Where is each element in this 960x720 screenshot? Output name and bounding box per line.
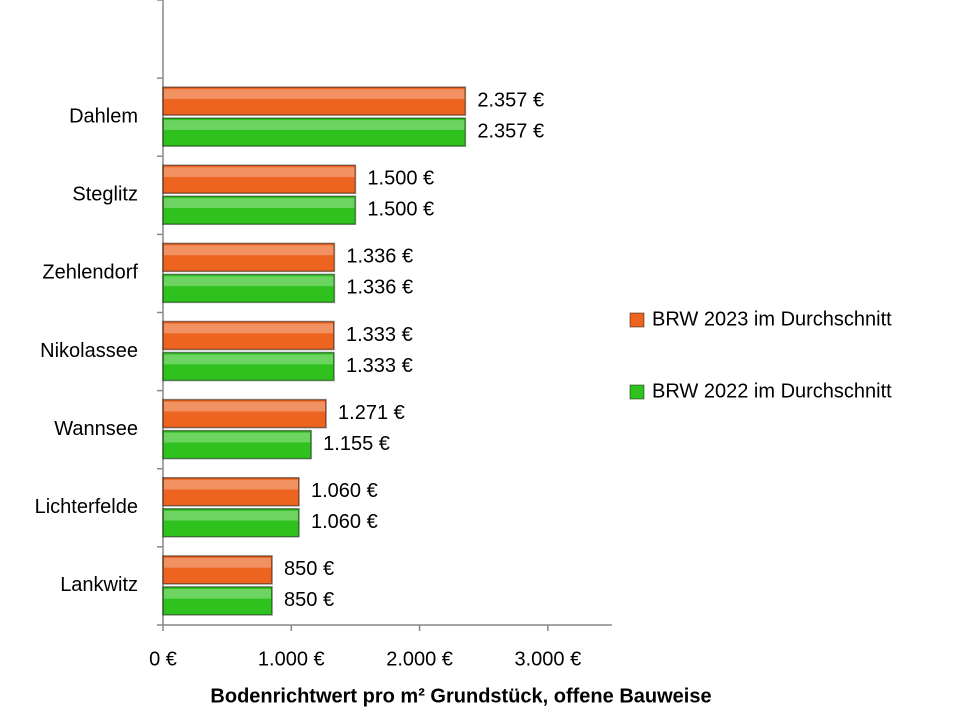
legend-swatch: [629, 384, 645, 400]
value-label: 1.333 €: [346, 355, 413, 377]
bar: [162, 351, 335, 382]
y-tick-label: Lichterfelde: [35, 496, 138, 518]
bar-highlight: [164, 557, 272, 568]
value-label: 1.500 €: [367, 168, 434, 190]
y-tick-label: Nikolassee: [40, 340, 138, 362]
value-label: 2.357 €: [477, 120, 544, 142]
x-tick-label: 1.000 €: [258, 648, 325, 670]
bar: [162, 555, 273, 585]
value-label: 1.060 €: [311, 480, 378, 502]
y-tick-label: Lankwitz: [60, 574, 138, 596]
bar-highlight: [164, 120, 465, 130]
y-tick-label: Wannsee: [54, 418, 138, 440]
bar-highlight: [164, 588, 272, 599]
bar: [162, 86, 467, 116]
value-label: 1.336 €: [346, 246, 413, 268]
bar: [162, 508, 300, 538]
y-tick-label: Dahlem: [69, 105, 138, 127]
x-tick-label: 3.000 €: [514, 648, 581, 670]
value-label: 1.155 €: [323, 433, 390, 455]
legend-swatch: [629, 312, 645, 328]
value-label: 1.336 €: [346, 277, 413, 299]
value-label: 850 €: [284, 589, 334, 611]
bar-highlight: [164, 89, 465, 99]
bar: [162, 242, 336, 273]
value-label: 1.500 €: [367, 199, 434, 221]
y-tick-label: Zehlendorf: [42, 262, 138, 284]
bar: [162, 164, 357, 194]
x-tick-label: 0 €: [149, 648, 177, 670]
bar-highlight: [164, 245, 334, 256]
bar-highlight: [164, 323, 334, 334]
value-label: 1.271 €: [338, 402, 405, 424]
y-tick-label: Steglitz: [72, 184, 138, 206]
bar-highlight: [164, 401, 326, 412]
bar: [162, 273, 336, 304]
bar-highlight: [164, 354, 334, 365]
value-label: 1.060 €: [311, 511, 378, 533]
x-axis-label: Bodenrichtwert pro m² Grundstück, offene…: [210, 685, 711, 707]
bar: [162, 117, 467, 147]
legend-label: BRW 2022 im Durchschnitt: [652, 380, 892, 402]
bar-highlight: [164, 510, 298, 521]
value-label: 1.333 €: [346, 324, 413, 346]
bar: [162, 586, 273, 616]
bar-highlight: [164, 479, 298, 490]
bar-highlight: [164, 167, 355, 178]
bar-highlight: [164, 198, 355, 209]
bar: [162, 320, 335, 351]
bar: [162, 477, 300, 507]
bar: [162, 429, 312, 460]
bar-highlight: [164, 276, 334, 287]
bar: [162, 398, 327, 429]
x-tick-label: 2.000 €: [386, 648, 453, 670]
value-label: 2.357 €: [477, 89, 544, 111]
bar-highlight: [164, 432, 311, 443]
bar: [162, 195, 357, 225]
legend-label: BRW 2023 im Durchschnitt: [652, 308, 892, 330]
value-label: 850 €: [284, 558, 334, 580]
